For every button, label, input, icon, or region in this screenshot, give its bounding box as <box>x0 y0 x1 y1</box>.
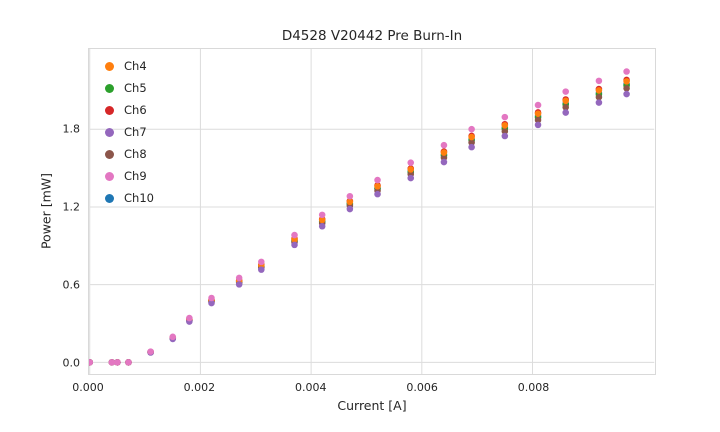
scatter-point-ch7 <box>318 222 326 230</box>
scatter-point-ch7 <box>258 266 265 273</box>
scatter-point-ch4 <box>407 166 415 173</box>
scatter-point-ch9 <box>258 258 265 266</box>
scatter-point-ch9 <box>147 348 154 355</box>
scatter-point-ch9 <box>407 159 415 166</box>
x-tick-label: 0.000 <box>72 381 104 394</box>
scatter-point-ch9 <box>235 274 243 282</box>
scatter-point-ch4 <box>440 149 448 156</box>
scatter-point-ch7 <box>623 90 630 98</box>
scatter-point-ch9 <box>501 113 509 121</box>
scatter-point-ch4 <box>534 110 542 118</box>
scatter-point-ch9 <box>595 77 603 85</box>
scatter-point-ch7 <box>235 281 243 288</box>
legend-marker-icon <box>105 171 114 181</box>
scatter-point-ch4 <box>374 182 381 190</box>
scatter-point-ch9 <box>114 359 121 366</box>
legend: Ch4 Ch5 Ch6 Ch7 Ch8 Ch9 Ch10 <box>97 55 154 209</box>
legend-label: Ch4 <box>124 59 147 73</box>
scatter-point-ch9 <box>125 359 132 366</box>
legend-marker-icon <box>105 149 114 159</box>
x-tick-label: 0.008 <box>517 381 550 394</box>
scatter-point-ch7 <box>534 121 542 129</box>
scatter-point-ch4 <box>501 122 509 129</box>
legend-label: Ch8 <box>124 147 147 161</box>
scatter-point-ch7 <box>501 132 509 140</box>
scatter-point-ch7 <box>440 158 448 166</box>
chart-title: D4528 V20442 Pre Burn-In <box>281 28 463 44</box>
scatter-point-ch9 <box>374 176 381 184</box>
scatter-point-ch9 <box>562 88 569 95</box>
scatter-point-ch7 <box>374 190 381 198</box>
legend-marker-icon <box>105 83 114 93</box>
scatter-point-ch7 <box>208 299 215 307</box>
legend-item-ch8: Ch8 <box>97 143 154 165</box>
y-tick-label: 0.6 <box>62 278 81 292</box>
legend-label: Ch6 <box>124 103 147 117</box>
scatter-point-ch4 <box>595 87 603 94</box>
legend-label: Ch10 <box>124 191 154 205</box>
scatter-point-ch4 <box>346 198 354 206</box>
scatter-point-ch7 <box>562 109 569 116</box>
scatter-point-ch9 <box>468 125 475 133</box>
scatter-point-ch7 <box>291 241 298 249</box>
scatter-point-ch7 <box>346 205 354 213</box>
scatter-point-ch9 <box>440 141 448 149</box>
scatter-point-ch9 <box>208 294 215 302</box>
scatter-point-ch8 <box>562 103 569 111</box>
legend-marker-icon <box>105 61 114 71</box>
scatter-point-ch7 <box>407 174 415 182</box>
x-axis-label: Current [A] <box>337 398 407 413</box>
scatter-point-ch8 <box>595 93 603 101</box>
legend-marker-icon <box>105 193 114 203</box>
scatter-point-ch9 <box>318 211 326 219</box>
scatter-point-ch8 <box>501 128 509 135</box>
scatter-point-ch9 <box>534 101 542 109</box>
scatter-point-ch9 <box>89 359 94 366</box>
x-tick-label: 0.004 <box>294 381 327 394</box>
scatter-point-ch4 <box>562 97 569 105</box>
legend-item-ch5: Ch5 <box>97 77 154 99</box>
scatter-point-ch9 <box>108 359 116 366</box>
legend-item-ch6: Ch6 <box>97 99 154 121</box>
scatter-point-ch8 <box>534 116 542 124</box>
scatter-point-ch4 <box>468 133 475 141</box>
y-tick-label: 1.2 <box>62 200 81 214</box>
y-tick-label: 0.0 <box>62 356 81 370</box>
scatter-point-ch8 <box>468 139 475 146</box>
scatter-point-ch7 <box>595 99 603 106</box>
scatter-point-ch7 <box>468 143 475 151</box>
legend-item-ch7: Ch7 <box>97 121 154 143</box>
scatter-point-ch9 <box>346 192 354 200</box>
scatter-point-ch4 <box>318 216 326 224</box>
legend-label: Ch9 <box>124 169 147 183</box>
y-tick-label: 1.8 <box>62 122 81 136</box>
legend-label: Ch5 <box>124 81 147 95</box>
legend-label: Ch7 <box>124 125 147 139</box>
scatter-point-ch8 <box>623 85 630 92</box>
legend-marker-icon <box>105 127 114 137</box>
x-tick-label: 0.006 <box>406 381 438 394</box>
plot-canvas <box>89 49 655 374</box>
legend-item-ch4: Ch4 <box>97 55 154 77</box>
legend-marker-icon <box>105 105 114 115</box>
legend-item-ch10: Ch10 <box>97 187 154 209</box>
plot-area: Ch4 Ch5 Ch6 Ch7 Ch8 Ch9 Ch10 <box>88 48 656 375</box>
legend-item-ch9: Ch9 <box>97 165 154 187</box>
scatter-point-ch9 <box>186 314 193 322</box>
x-tick-label: 0.002 <box>183 381 216 394</box>
scatter-point-ch4 <box>623 78 630 85</box>
scatter-point-ch9 <box>291 231 298 239</box>
scatter-point-ch9 <box>623 68 630 75</box>
scatter-point-ch9 <box>169 333 177 341</box>
